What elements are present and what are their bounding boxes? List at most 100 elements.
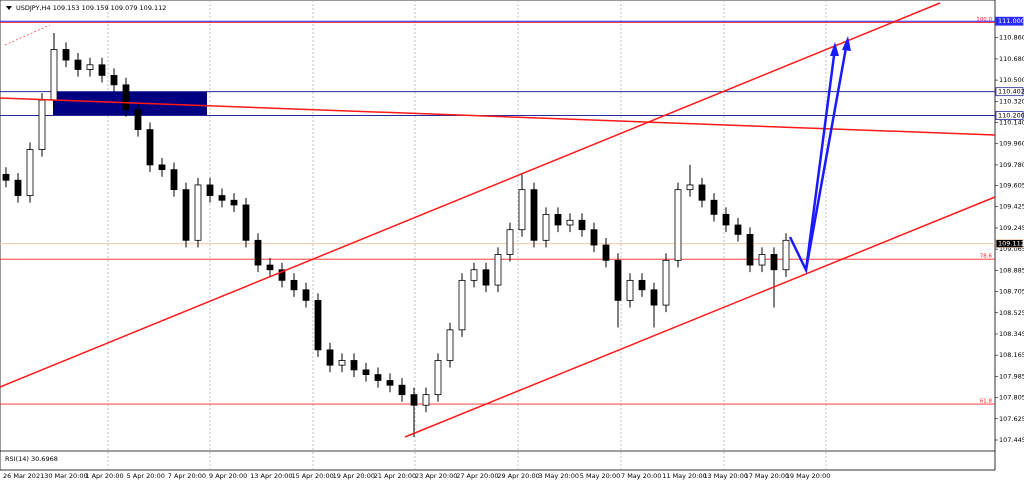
x-tick-label: 13 May 20:00 [703, 472, 748, 480]
y-tick-label: 108.705 [999, 288, 1024, 296]
candle-body [110, 74, 118, 86]
projection-arrow [804, 41, 849, 271]
arrow-head [830, 42, 839, 56]
candle-body [410, 394, 418, 406]
y-tick-label: 107.985 [999, 372, 1024, 380]
price-tag [995, 16, 1024, 26]
price-tag [995, 111, 1024, 120]
candle-body [398, 384, 406, 396]
candle-body [722, 213, 730, 226]
candle-body [62, 49, 70, 61]
x-tick-label: 7 Apr 20:00 [168, 472, 206, 480]
candle-body [494, 254, 502, 286]
candle-body [758, 254, 766, 266]
x-tick-label: 13 Apr 20:00 [250, 472, 292, 480]
price-tag-label: 110.402 [998, 88, 1024, 96]
candle-body [782, 239, 790, 271]
x-tick-label: 19 May 20:00 [786, 472, 831, 480]
y-tick-label: 109.065 [999, 245, 1024, 253]
candle-body [146, 129, 154, 166]
candle-body [218, 195, 226, 201]
candle-body [362, 369, 370, 376]
candle-body [638, 279, 646, 291]
candle-body [746, 234, 754, 266]
candle-body [518, 189, 526, 231]
price-tag [995, 87, 1024, 97]
candle-body [230, 199, 238, 206]
candle-body [338, 360, 346, 366]
candle-body [590, 229, 598, 246]
y-tick-label: 109.780 [999, 161, 1024, 169]
candle-body [530, 189, 538, 241]
fib-label: 61.8 [980, 399, 993, 405]
x-tick-label: 26 Mar 2021 [3, 472, 44, 480]
x-tick-label: 27 Apr 20:00 [456, 472, 498, 480]
candle-body [506, 229, 514, 255]
trend-line [0, 97, 996, 136]
candle-body [158, 164, 166, 171]
price-tag-label: 110.200 [998, 111, 1024, 119]
y-tick-label: 107.805 [999, 394, 1024, 402]
candle-body [734, 224, 742, 235]
candle-body [374, 374, 382, 381]
channel-upper [0, 2, 941, 388]
candle-body [290, 279, 298, 291]
x-tick-label: 7 May 20:00 [621, 472, 661, 480]
candle-body [182, 189, 190, 241]
y-tick-label: 109.960 [999, 140, 1024, 148]
x-tick-label: 5 May 20:00 [580, 472, 620, 480]
x-tick-label: 21 Apr 20:00 [374, 472, 416, 480]
y-tick-label: 109.425 [999, 203, 1024, 211]
candle-body [626, 279, 634, 301]
y-tick-label: 110.320 [999, 97, 1024, 105]
candle-body [170, 169, 178, 191]
candle-body [242, 204, 250, 241]
candle-body [74, 59, 82, 70]
price-tag [995, 239, 1024, 249]
candle-body [614, 259, 622, 301]
y-tick-label: 107.445 [999, 436, 1024, 444]
candle-body [446, 329, 454, 361]
x-tick-label: 19 Apr 20:00 [333, 472, 375, 480]
candle-body [482, 269, 490, 286]
candle-body [122, 84, 130, 110]
candle-body [302, 289, 310, 301]
candle-body [206, 184, 214, 196]
candle-body [674, 189, 682, 261]
candle-body [542, 213, 550, 241]
candle-body [650, 289, 658, 306]
x-tick-label: 15 Apr 20:00 [291, 472, 333, 480]
candle-body [602, 244, 610, 261]
candle-body [554, 213, 562, 226]
candle-body [458, 279, 466, 331]
x-tick-label: 3 May 20:00 [539, 472, 579, 480]
plot-frame [0, 0, 996, 471]
drawings [0, 2, 996, 438]
candle-body [278, 269, 286, 281]
candle-body [194, 184, 202, 241]
x-tick-label: 23 Apr 20:00 [415, 472, 457, 480]
candle-body [566, 219, 574, 226]
price-tag-label: 109.112 [998, 240, 1024, 248]
y-tick-label: 109.605 [999, 182, 1024, 190]
candle-body [2, 173, 10, 181]
candle-body [266, 264, 274, 271]
fib-label: 100.0 [976, 17, 992, 23]
candle-body [662, 259, 670, 306]
candle-body [350, 360, 358, 371]
candle-body [434, 360, 442, 396]
y-tick-label: 110.500 [999, 76, 1024, 84]
candle-body [26, 149, 34, 196]
y-tick-label: 107.625 [999, 415, 1024, 423]
x-tick-label: 5 Apr 20:00 [127, 472, 165, 480]
menu-arrow[interactable] [6, 6, 12, 10]
channel-lower [404, 196, 996, 438]
x-tick-label: 1 Apr 20:00 [85, 472, 123, 480]
y-tick-label: 109.245 [999, 224, 1024, 232]
x-tick-label: 30 Mar 20:00 [44, 472, 87, 480]
candle-body [86, 64, 94, 70]
fib-anchor [4, 24, 51, 46]
y-tick-label: 110.860 [999, 34, 1024, 42]
x-tick-label: 9 Apr 20:00 [209, 472, 247, 480]
